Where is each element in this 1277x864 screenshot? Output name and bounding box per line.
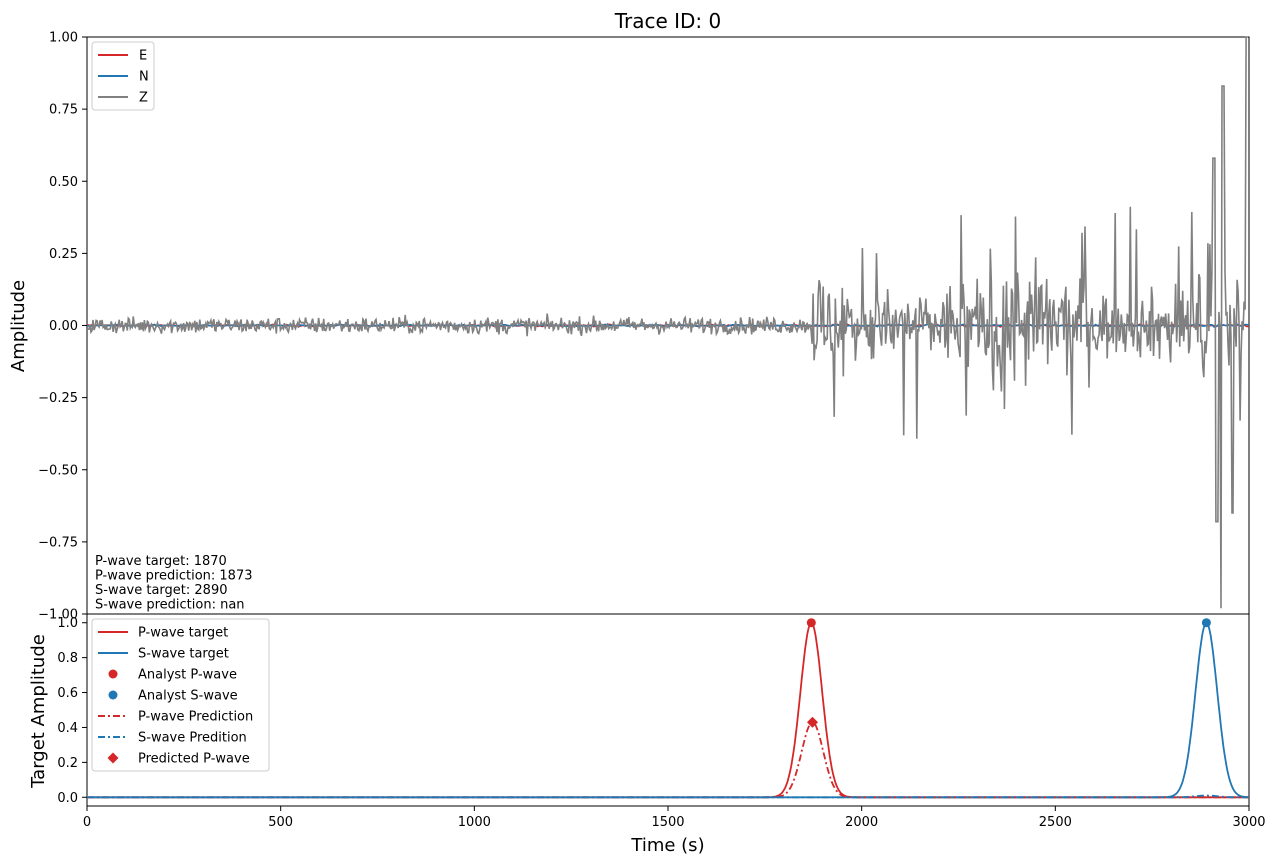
bottom-y-tick-label: 0.6	[57, 686, 78, 701]
info-annotation-line: S-wave prediction: nan	[95, 598, 245, 613]
top-y-tick-label: 1.00	[49, 31, 78, 46]
series-Z-line	[86, 36, 1249, 609]
x-tick-label: 500	[268, 815, 293, 830]
top-y-tick-label: 0.75	[49, 103, 78, 118]
predicted-p-wave-marker	[806, 716, 818, 728]
legend-label-2: Analyst P-wave	[138, 668, 237, 683]
top-y-tick-label: 0.00	[49, 319, 78, 334]
x-tick-label: 1000	[458, 815, 491, 830]
legend-swatch-2	[108, 669, 118, 679]
legend-label-4: P-wave Prediction	[138, 710, 253, 725]
top-legend: ENZ	[91, 41, 155, 111]
top-y-tick-label: −0.25	[38, 391, 78, 406]
legend-label-Z: Z	[139, 91, 148, 106]
bottom-y-tick-label: 0.0	[57, 791, 78, 806]
x-tick-label: 2000	[845, 815, 878, 830]
x-tick-label: 3000	[1232, 815, 1265, 830]
bottom-series-group	[87, 618, 1249, 799]
top-y-ticks: 1.00 0.75 0.50 0.25 0.00 −0.25 −0.50 −0.75 −1.00	[38, 31, 87, 623]
top-y-axis-label: Amplitude	[8, 280, 29, 372]
bottom-y-tick-label: 0.4	[57, 721, 78, 736]
legend-label-N: N	[139, 70, 149, 85]
bottom-y-axis-label: Target Amplitude	[28, 634, 49, 789]
top-y-tick-label: −0.75	[38, 535, 78, 550]
top-series-group	[86, 36, 1250, 609]
info-annotation-line: P-wave prediction: 1873	[95, 569, 253, 584]
analyst-p-wave-marker	[806, 618, 816, 628]
x-tick-label: 0	[83, 815, 91, 830]
top-axes: 1.00 0.75 0.50 0.25 0.00 −0.25 −0.50 −0.75 −1.00…	[8, 31, 1250, 623]
x-tick-label: 2500	[1039, 815, 1072, 830]
bottom-legend-box	[91, 618, 270, 772]
bottom-legend: P-wave target S-wave target Analyst P-wave…	[91, 618, 270, 772]
legend-swatch-6	[107, 752, 119, 764]
x-axis-label: Time (s)	[630, 835, 704, 856]
top-y-tick-label: −0.50	[38, 463, 78, 478]
top-y-tick-label: 0.25	[49, 247, 78, 262]
bottom-y-tick-label: 0.2	[57, 756, 78, 771]
bottom-y-ticks: 0.0 0.2 0.4 0.6 0.8 1.0	[57, 616, 87, 806]
info-annotation-line: P-wave target: 1870	[95, 554, 227, 569]
bottom-x-ticks: 0 500 1000 1500 2000 2500 3000	[83, 806, 1266, 830]
legend-label-6: Predicted P-wave	[138, 752, 250, 767]
legend-swatch-3	[108, 690, 118, 700]
legend-label-E: E	[139, 49, 147, 64]
chart-title: Trace ID: 0	[614, 9, 722, 33]
s-wave-prediction-line	[87, 794, 1249, 799]
legend-label-0: P-wave target	[138, 626, 228, 641]
bottom-y-tick-label: 1.0	[57, 616, 78, 631]
top-y-tick-label: −1.00	[38, 608, 78, 623]
legend-label-3: Analyst S-wave	[138, 689, 238, 704]
legend-label-1: S-wave target	[138, 647, 229, 662]
info-annotation-line: S-wave target: 2890	[95, 583, 228, 598]
analyst-s-wave-marker	[1201, 618, 1211, 628]
x-tick-label: 1500	[651, 815, 684, 830]
bottom-axes: 0.0 0.2 0.4 0.6 0.8 1.0 0 500 1000 1500 2000 2500 3…	[28, 613, 1266, 856]
top-y-tick-label: 0.50	[49, 175, 78, 190]
bottom-y-tick-label: 0.8	[57, 651, 78, 666]
legend-label-5: S-wave Predition	[138, 731, 247, 746]
